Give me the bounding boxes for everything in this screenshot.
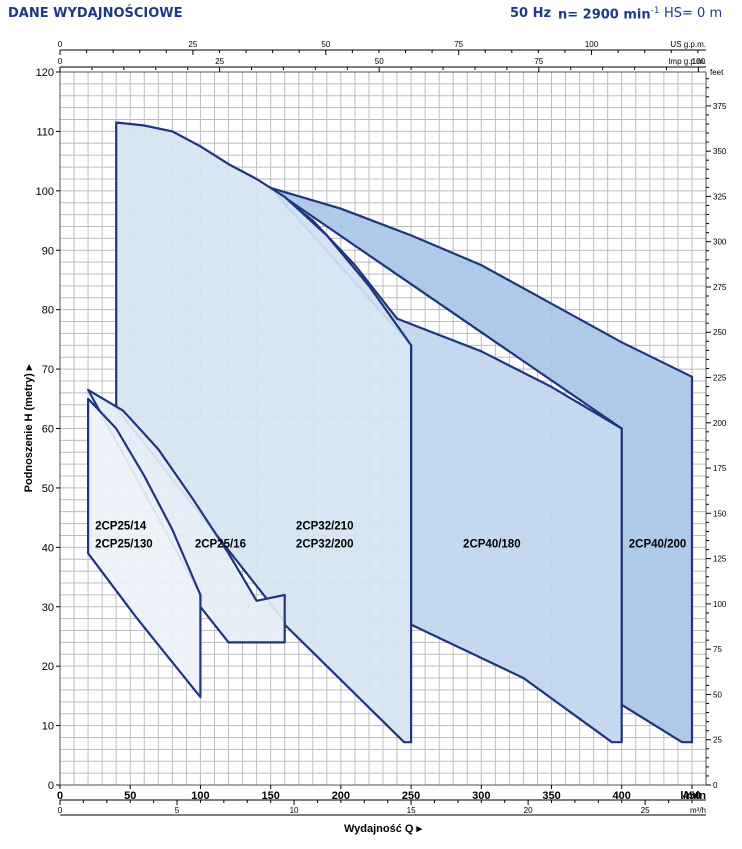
hs-label: HS= 0 m (664, 6, 723, 21)
feet-tick-label: 375 (713, 102, 727, 111)
feet-tick-label: 175 (713, 464, 727, 473)
imp-gpm-unit-label: Imp g.p.m. (668, 57, 706, 66)
m3h-tick-label: 0 (58, 806, 63, 815)
x-tick-label: 300 (472, 790, 490, 802)
feet-tick-label: 300 (713, 238, 727, 247)
y-tick-label: 50 (42, 483, 54, 495)
us-gpm-tick-label: 0 (58, 40, 63, 49)
imp-gpm-tick-label: 75 (534, 57, 543, 66)
feet-tick-label: 75 (713, 645, 722, 654)
y-axis-title: Podnoszenie H (metry) ▸ (23, 364, 35, 492)
feet-tick-label: 225 (713, 374, 727, 383)
imp-gpm-tick-label: 25 (215, 57, 224, 66)
page-title: DANE WYDAJNOŚCIOWE (8, 6, 183, 21)
us-gpm-tick-label: 100 (585, 40, 599, 49)
y-tick-label: 80 (42, 305, 54, 317)
curve-label: 2CP32/200 (296, 538, 354, 550)
frequency-label: 50 Hz (510, 6, 552, 21)
imp-gpm-tick-label: 100 (692, 57, 706, 66)
y-tick-label: 100 (36, 186, 54, 198)
x-tick-label: 50 (124, 790, 136, 802)
x-tick-label: 200 (332, 790, 350, 802)
us-gpm-tick-label: 50 (321, 40, 330, 49)
curve-label: 2CP32/210 (296, 521, 354, 533)
y-tick-label: 120 (36, 67, 54, 79)
curve-label: 2CP25/16 (195, 538, 246, 550)
feet-tick-label: 125 (713, 555, 727, 564)
imp-gpm-tick-label: 0 (58, 57, 63, 66)
feet-tick-label: 50 (713, 690, 722, 699)
m3h-tick-label: 20 (524, 806, 533, 815)
x-axis-title: Wydajność Q ▸ (344, 823, 423, 835)
y-tick-label: 40 (42, 542, 54, 554)
feet-tick-label: 350 (713, 147, 727, 156)
x-tick-label: 350 (542, 790, 560, 802)
curve-label: 2CP40/180 (463, 538, 521, 550)
y-tick-label: 90 (42, 245, 54, 257)
y-tick-label: 60 (42, 424, 54, 436)
curve-label: 2CP40/200 (629, 538, 687, 550)
us-gpm-tick-label: 25 (188, 40, 197, 49)
m3h-tick-label: 25 (641, 806, 650, 815)
feet-tick-label: 150 (713, 509, 727, 518)
m3h-tick-label: 5 (175, 806, 180, 815)
feet-tick-label: 0 (713, 781, 718, 790)
speed-value: n= 2900 min (558, 7, 651, 23)
y-tick-label: 70 (42, 364, 54, 376)
y-tick-label: 20 (42, 661, 54, 673)
speed-exponent: -1 (650, 6, 660, 16)
m3h-unit-label: m³/h (690, 806, 706, 815)
feet-tick-label: 200 (713, 419, 727, 428)
feet-tick-label: 25 (713, 736, 722, 745)
us-gpm-unit-label: US g.p.m. (670, 40, 706, 49)
feet-tick-label: 275 (713, 283, 727, 292)
feet-tick-label: 325 (713, 192, 727, 201)
x-tick-label: 250 (402, 790, 420, 802)
m3h-tick-label: 10 (290, 806, 299, 815)
x-tick-label: 150 (261, 790, 279, 802)
feet-unit-label: feet (710, 68, 724, 77)
x-tick-label: 400 (613, 790, 631, 802)
speed-label: n= 2900 min-1 (558, 6, 660, 22)
x-tick-label: 450 (683, 790, 701, 802)
y-tick-label: 110 (36, 126, 54, 138)
m3h-tick-label: 15 (407, 806, 416, 815)
curve-label: 2CP25/14 (95, 521, 147, 533)
x-tick-label: 100 (191, 790, 209, 802)
imp-gpm-tick-label: 50 (375, 57, 384, 66)
us-gpm-tick-label: 75 (454, 40, 463, 49)
y-tick-label: 0 (48, 780, 54, 792)
x-unit-label: l/min (680, 790, 706, 802)
feet-tick-label: 100 (713, 600, 727, 609)
curve-label: 2CP25/130 (95, 538, 153, 550)
series-area (86, 397, 202, 699)
y-tick-label: 30 (42, 602, 54, 614)
x-tick-label: 0 (57, 790, 63, 802)
feet-tick-label: 250 (713, 328, 727, 337)
y-tick-label: 10 (42, 721, 54, 733)
